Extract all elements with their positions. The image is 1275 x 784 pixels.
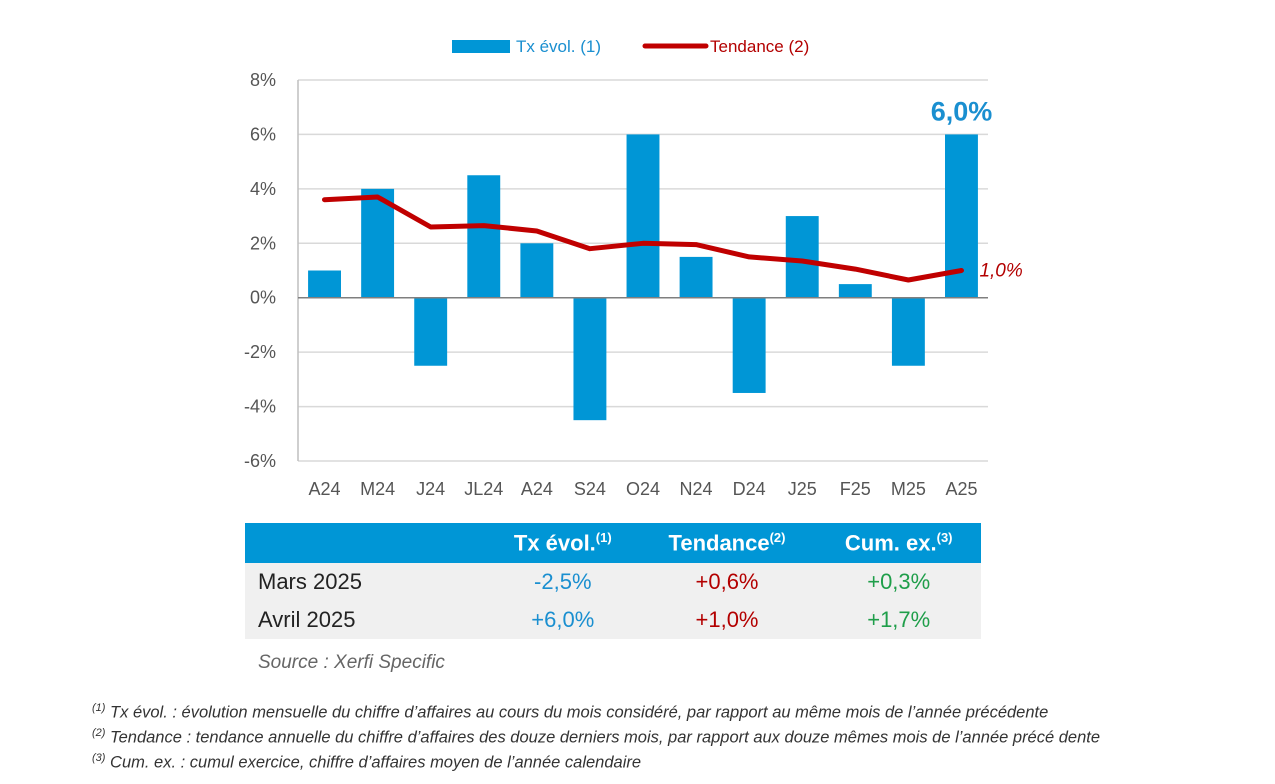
cell-cum-ex: +1,7% bbox=[816, 601, 981, 639]
bar bbox=[838, 284, 872, 298]
x-axis-tick-labels: A24 M24 J24 JL24 A24 S24 O24 N24 D24 J25 F25 M25 A25 bbox=[309, 479, 978, 499]
x-tick-label: M24 bbox=[360, 479, 395, 499]
y-tick-label: 8% bbox=[250, 70, 276, 90]
trend-line bbox=[322, 194, 964, 283]
row-label: Mars 2025 bbox=[245, 563, 488, 601]
x-tick-label: A24 bbox=[309, 479, 341, 499]
footnote-2: (2) Tendance : tendance annuelle du chif… bbox=[92, 727, 1101, 747]
y-tick-label: 6% bbox=[250, 124, 276, 144]
x-tick-label: O24 bbox=[626, 479, 660, 499]
x-tick-label: J24 bbox=[416, 479, 445, 499]
bar bbox=[732, 297, 766, 393]
footnote-3: (3) Cum. ex. : cumul exercice, chiffre d… bbox=[92, 752, 642, 772]
cell-tx-evol: +6,0% bbox=[488, 601, 638, 639]
legend-swatch-bar bbox=[452, 40, 510, 53]
bar bbox=[891, 297, 925, 366]
x-tick-label: M25 bbox=[891, 479, 926, 499]
row-label: Avril 2025 bbox=[245, 601, 488, 639]
legend-label-bar: Tx évol. (1) bbox=[516, 37, 601, 56]
table-header-row: Tx évol.(1) Tendance(2) Cum. ex.(3) bbox=[245, 523, 981, 563]
annotation-last-bar: 6,0% bbox=[931, 96, 993, 126]
bar bbox=[573, 297, 607, 421]
bar bbox=[467, 175, 501, 298]
x-tick-label: F25 bbox=[840, 479, 871, 499]
y-tick-label: -4% bbox=[244, 397, 276, 417]
cell-tendance: +1,0% bbox=[637, 601, 817, 639]
summary-table: Tx évol.(1) Tendance(2) Cum. ex.(3) Mars… bbox=[245, 523, 981, 639]
combo-chart: Tx évol. (1) Tendance (2) -6% -4% -2% 0% 2% 4… bbox=[244, 37, 1023, 499]
bar bbox=[520, 243, 554, 298]
bar bbox=[785, 216, 819, 298]
x-tick-label: J25 bbox=[788, 479, 817, 499]
x-tick-label: D24 bbox=[733, 479, 766, 499]
bar bbox=[626, 134, 660, 298]
bar-series bbox=[308, 134, 978, 421]
header-tendance: Tendance(2) bbox=[637, 523, 817, 563]
cell-tx-evol: -2,5% bbox=[488, 563, 638, 601]
y-tick-label: -2% bbox=[244, 342, 276, 362]
y-tick-label: 0% bbox=[250, 288, 276, 308]
annotation-last-trend: 1,0% bbox=[979, 261, 1022, 282]
bar bbox=[414, 297, 448, 366]
chart-annotations: 6,0% 1,0% bbox=[931, 96, 1023, 281]
x-tick-label: S24 bbox=[574, 479, 606, 499]
table-row: Mars 2025 -2,5% +0,6% +0,3% bbox=[245, 563, 981, 601]
cell-cum-ex: +0,3% bbox=[816, 563, 981, 601]
legend-label-line: Tendance (2) bbox=[710, 37, 809, 56]
x-tick-label: A25 bbox=[945, 479, 977, 499]
footnote-1: (1) Tx évol. : évolution mensuelle du ch… bbox=[92, 702, 1049, 722]
table-row: Avril 2025 +6,0% +1,0% +1,7% bbox=[245, 601, 981, 639]
header-cum-ex: Cum. ex.(3) bbox=[816, 523, 981, 563]
bar bbox=[361, 188, 395, 298]
bar bbox=[679, 256, 713, 298]
y-tick-label: 2% bbox=[250, 233, 276, 253]
x-tick-label: A24 bbox=[521, 479, 553, 499]
source-caption: Source : Xerfi Specific bbox=[258, 652, 445, 673]
header-tx-evol: Tx évol.(1) bbox=[488, 523, 638, 563]
y-tick-label: 4% bbox=[250, 179, 276, 199]
x-tick-label: JL24 bbox=[464, 479, 503, 499]
cell-tendance: +0,6% bbox=[637, 563, 817, 601]
x-tick-label: N24 bbox=[680, 479, 713, 499]
bar bbox=[308, 270, 341, 298]
y-axis-tick-labels: -6% -4% -2% 0% 2% 4% 6% 8% bbox=[244, 70, 276, 471]
y-tick-label: -6% bbox=[244, 451, 276, 471]
header-empty bbox=[245, 523, 488, 563]
chart-legend: Tx évol. (1) Tendance (2) bbox=[452, 37, 809, 56]
